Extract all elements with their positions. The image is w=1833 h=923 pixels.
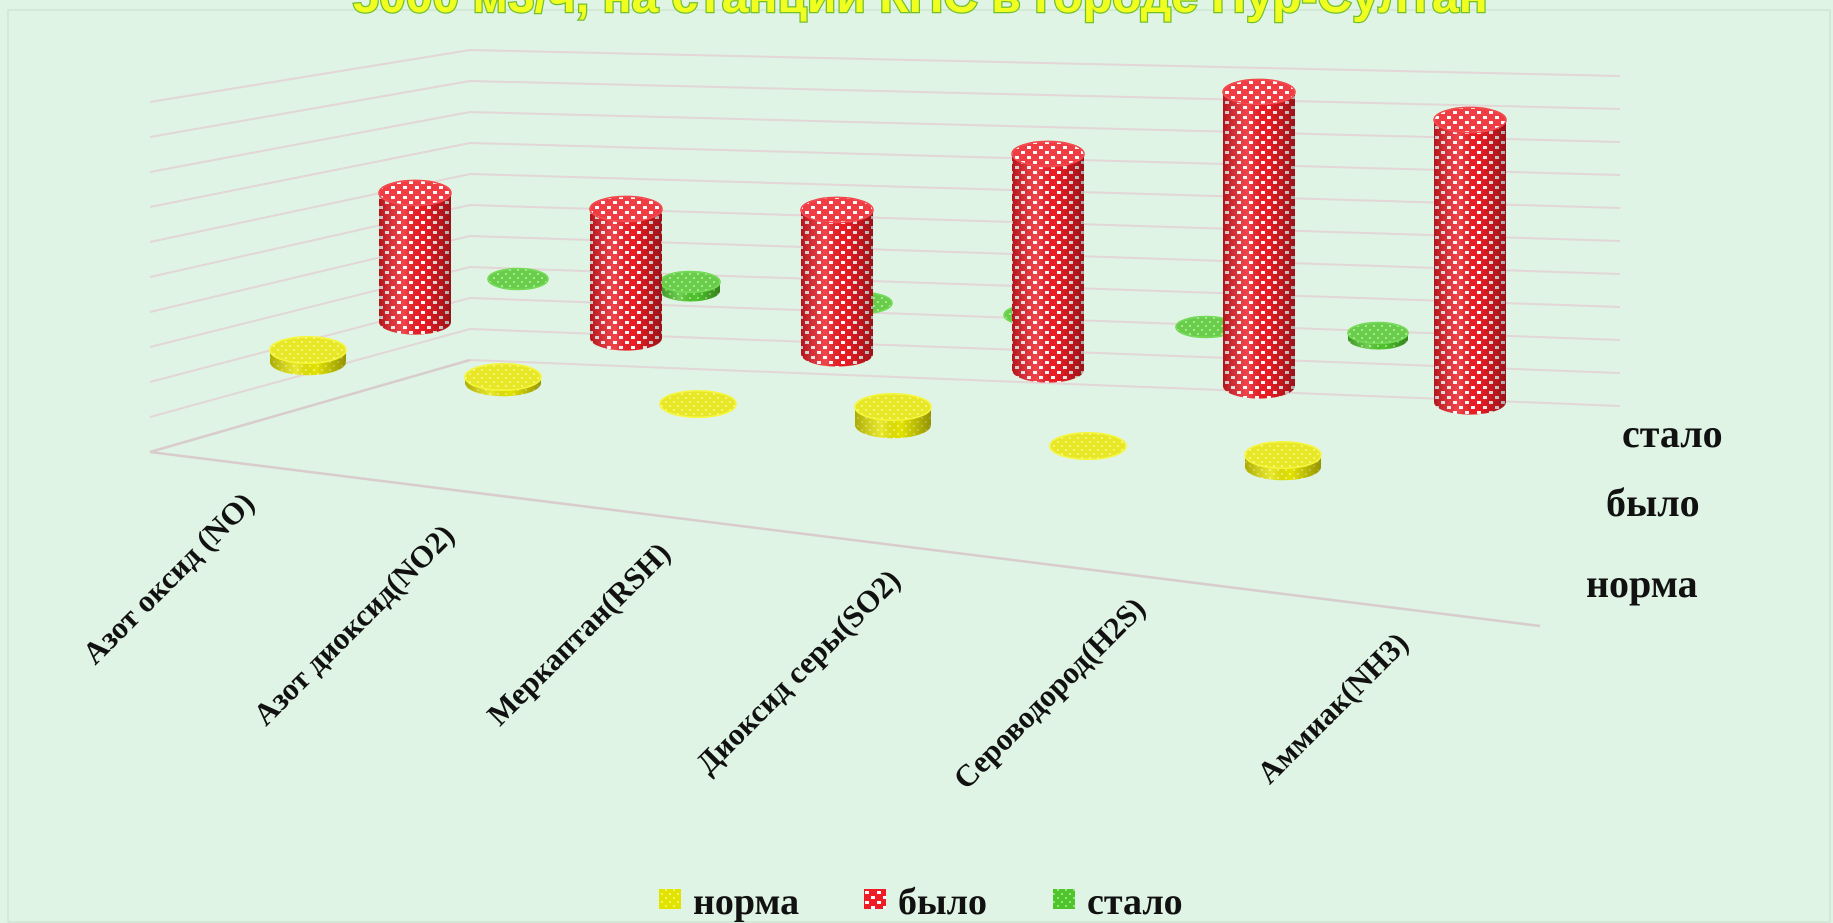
chart-frame: [7, 9, 1831, 923]
chart-title: 5000 м3/ч, на станции КНС в городе Нур-С…: [352, 0, 1487, 23]
bar-bylo-1: [589, 195, 663, 351]
category-label: Меркаптан(RSH): [480, 535, 677, 732]
gridlines: [149, 49, 1621, 453]
gridline: [149, 111, 471, 173]
bar-stalo-0: [487, 267, 549, 291]
gridline: [149, 49, 471, 103]
legend-swatch-norma: [659, 889, 681, 909]
depth-label: было: [1606, 480, 1700, 525]
floor-edge: [149, 358, 471, 454]
bar-bylo-5: [1433, 106, 1507, 415]
bar-norma-3: [854, 392, 932, 439]
bars-layer: [269, 78, 1507, 481]
gridline: [149, 142, 471, 208]
legend-swatch-stalo: [1053, 889, 1075, 909]
gridline: [149, 80, 471, 138]
floor-edge: [149, 450, 1541, 628]
gridline: [469, 80, 1621, 110]
legend-label-bylo: было: [898, 881, 987, 923]
legend-label-norma: норма: [693, 881, 799, 923]
category-label: Азот диоксид(NO2): [246, 517, 461, 732]
chart-floor: [149, 358, 1541, 628]
category-label: Аммиак(NH3): [1250, 625, 1415, 790]
depth-label: стало: [1622, 411, 1723, 456]
bar-bylo-2: [800, 196, 874, 367]
bar-norma-2: [659, 389, 737, 419]
legend-label-stalo: стало: [1087, 881, 1183, 923]
bar-bylo-4: [1222, 78, 1296, 399]
category-label: Сероводород(H2S): [946, 590, 1152, 796]
category-labels: Азот оксид (NO)Азот диоксид(NO2) Меркапта…: [75, 485, 1415, 796]
legend-swatch-bylo: [864, 889, 886, 909]
bar-bylo-0: [378, 179, 452, 335]
gridline: [469, 49, 1621, 77]
depth-label: норма: [1586, 561, 1698, 606]
bar-stalo-4: [1175, 315, 1237, 339]
category-label: Диоксид серы(SO2): [689, 562, 907, 780]
category-label: Азот оксид (NO): [75, 485, 261, 671]
bar-stalo-1: [659, 270, 721, 302]
legend: норма было стало: [659, 881, 1183, 923]
depth-axis-labels: стало было норма: [1586, 411, 1723, 606]
bar-norma-5: [1244, 440, 1322, 481]
bar-norma-4: [1049, 431, 1127, 461]
bar-bylo-3: [1011, 140, 1085, 383]
gridline: [469, 111, 1621, 143]
bar-stalo-5: [1347, 321, 1409, 350]
gridline: [469, 359, 1621, 407]
bar-norma-0: [269, 335, 347, 376]
bar-norma-1: [464, 362, 542, 397]
